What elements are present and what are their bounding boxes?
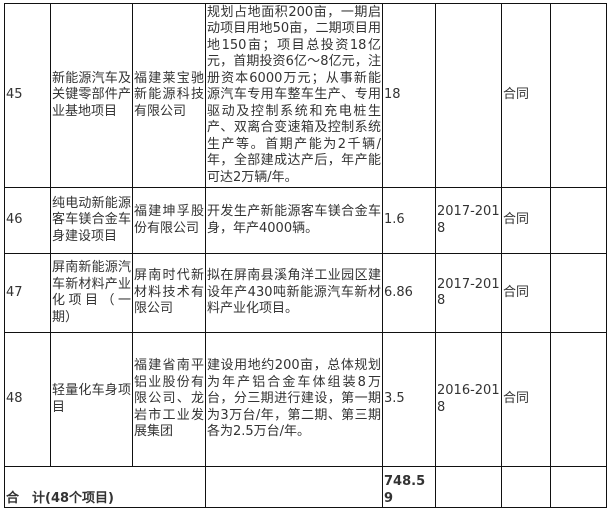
note: [550, 332, 607, 467]
project-content: 规划占地面积200亩，一期启动项目用地50亩，二期项目用地150亩；项目总投资1…: [205, 3, 383, 188]
investment-amount: 18: [382, 3, 436, 188]
construction-period: 2017-2018: [435, 253, 502, 333]
construction-period: 2017-2018: [435, 187, 502, 254]
table-row: 47 屏南新能源汽车新材料产业化项目（一期） 屏南时代新材料技术有限公司 拟在屏南县溪…: [4, 253, 607, 333]
company-name: 福建省南平铝业股份有限公司、龙岩市工业发展集团: [132, 332, 206, 467]
table-row: 45 新能源汽车及关键零部件产业基地项目 福建莱宝驰新能源科技有限公司 规划占地面积2…: [4, 3, 607, 188]
progress-status: 合同: [501, 3, 551, 188]
company-name: 福建莱宝驰新能源科技有限公司: [132, 3, 206, 188]
investment-amount: 3.5: [382, 332, 436, 467]
note: [550, 253, 607, 333]
project-table: 45 新能源汽车及关键零部件产业基地项目 福建莱宝驰新能源科技有限公司 规划占地面积2…: [4, 3, 607, 508]
construction-period: 2016-2018: [435, 332, 502, 467]
note: [550, 187, 607, 254]
construction-period: [435, 3, 502, 188]
company-name: 屏南时代新材料技术有限公司: [132, 253, 206, 333]
project-content: 拟在屏南县溪角洋工业园区建设年产430吨新能源汽车新材料产业化项目。: [205, 253, 383, 333]
project-name: 屏南新能源汽车新材料产业化项目（一期）: [50, 253, 133, 333]
row-number: 46: [4, 187, 51, 254]
company-name: 福建坤孚股份有限公司: [132, 187, 206, 254]
total-row: 合 计(48个项目) 748.59: [4, 466, 607, 508]
row-number: 48: [4, 332, 51, 467]
project-name: 新能源汽车及关键零部件产业基地项目: [50, 3, 133, 188]
project-name: 纯电动新能源客车镁合金车身建设项目: [50, 187, 133, 254]
progress-status: 合同: [501, 332, 551, 467]
progress-status: 合同: [501, 253, 551, 333]
project-name: 轻量化车身项目: [50, 332, 133, 467]
investment-amount: 1.6: [382, 187, 436, 254]
total-investment: 748.59: [382, 466, 436, 508]
table-row: 46 纯电动新能源客车镁合金车身建设项目 福建坤孚股份有限公司 开发生产新能源客车镁合…: [4, 187, 607, 254]
total-label: 合 计(48个项目): [4, 466, 206, 508]
row-number: 45: [4, 3, 51, 188]
row-number: 47: [4, 253, 51, 333]
total-content: [205, 466, 383, 508]
table-row: 48 轻量化车身项目 福建省南平铝业股份有限公司、龙岩市工业发展集团 建设用地约200…: [4, 332, 607, 467]
project-content: 建设用地约200亩，总体规划为年产铝合金车体组装8万台，分三期进行建设，第一期为…: [205, 332, 383, 467]
note: [550, 3, 607, 188]
investment-amount: 6.86: [382, 253, 436, 333]
project-content: 开发生产新能源客车镁合金车身，年产4000辆。: [205, 187, 383, 254]
progress-status: 合同: [501, 187, 551, 254]
